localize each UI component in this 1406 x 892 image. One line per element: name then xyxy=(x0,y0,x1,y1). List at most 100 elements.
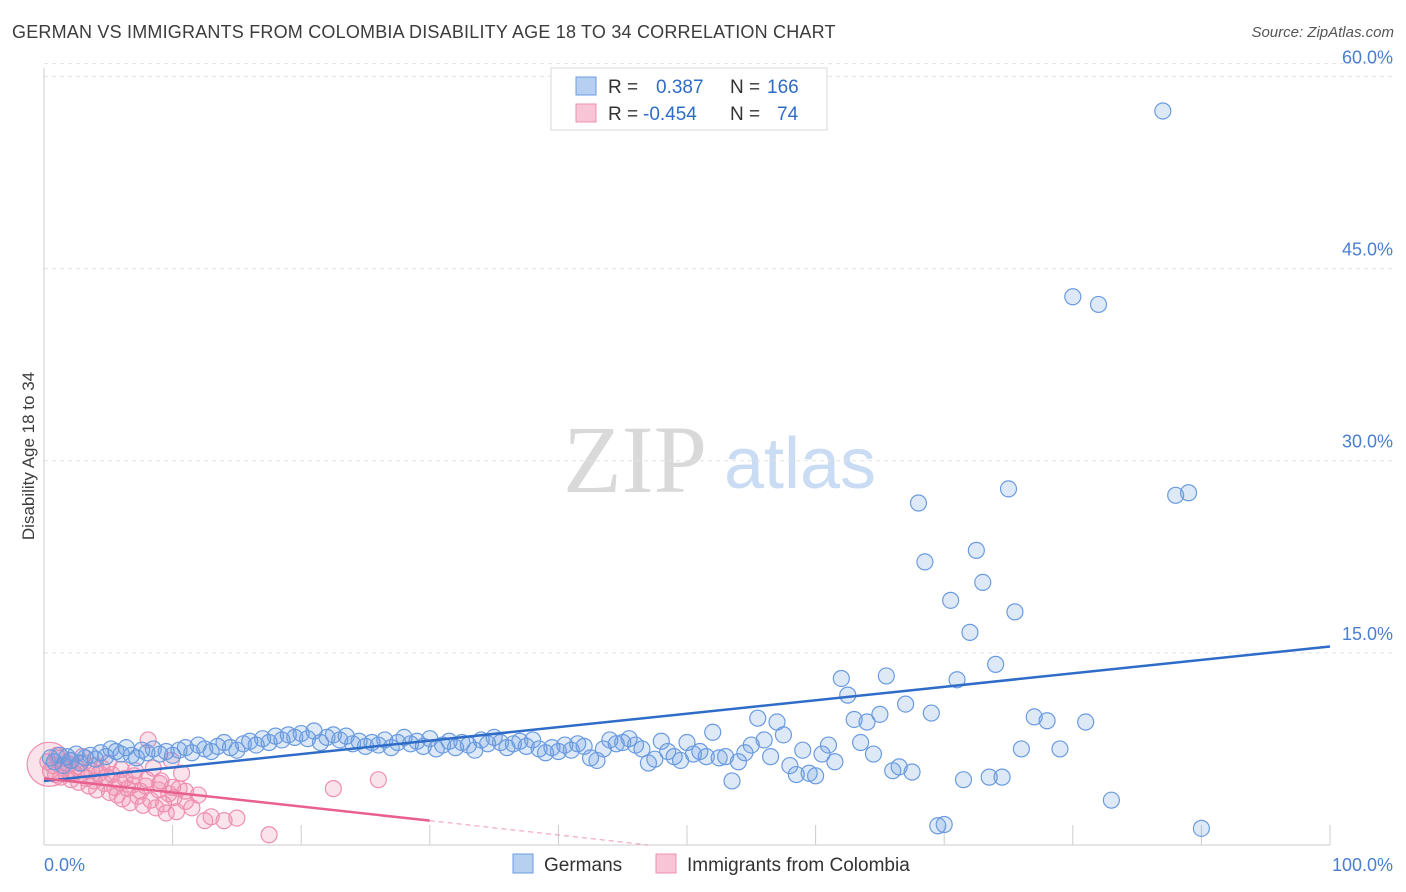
germans-point xyxy=(974,573,992,592)
germans-point xyxy=(980,768,998,786)
colombia-point xyxy=(260,826,278,844)
legend-label-colombia: Immigrants from Colombia xyxy=(687,855,910,876)
x-tick-label-max: 100.0% xyxy=(1332,855,1393,875)
watermark-atlas: atlas xyxy=(724,424,876,504)
trend-lines xyxy=(43,645,1331,846)
germans-point xyxy=(607,735,625,753)
germans-point xyxy=(723,772,741,790)
germans-point xyxy=(845,710,863,729)
colombia-point xyxy=(215,812,233,830)
germans-point xyxy=(1179,484,1198,502)
germans-point xyxy=(755,731,773,749)
germans-point xyxy=(897,695,915,713)
correlation-legend: R = 0.387 N = 166 R = -0.454 N = 74 xyxy=(550,67,828,131)
legend-swatch-germans xyxy=(575,76,597,96)
germans-point xyxy=(929,817,947,835)
germans-point xyxy=(922,704,940,722)
germans-point xyxy=(228,741,246,759)
legend-r-value-germans: 0.387 xyxy=(656,77,704,98)
germans-point xyxy=(877,667,895,685)
colombia-point xyxy=(324,780,342,798)
colombia-trend-line xyxy=(43,777,430,822)
germans-point xyxy=(697,748,715,766)
series-legend: Germans Immigrants from Colombia xyxy=(512,853,910,876)
germans-point xyxy=(260,733,278,752)
germans-point xyxy=(395,728,413,747)
germans-point xyxy=(774,726,793,744)
germans-point xyxy=(852,733,870,752)
germans-point xyxy=(652,732,670,750)
colombia-trend-extension xyxy=(429,820,649,846)
germans-point xyxy=(967,541,985,559)
y-tick-label: 15.0% xyxy=(1342,624,1393,644)
y-tick-label: 30.0% xyxy=(1342,432,1393,452)
colombia-point xyxy=(369,771,387,789)
germans-point xyxy=(1102,791,1120,809)
germans-point xyxy=(987,655,1005,673)
germans-point xyxy=(1077,713,1095,731)
legend-swatch-germans-bottom xyxy=(512,853,534,874)
legend-swatch-colombia xyxy=(575,103,597,123)
germans-point xyxy=(620,730,638,748)
germans-point xyxy=(594,740,613,758)
germans-point xyxy=(562,741,580,759)
germans-point xyxy=(909,494,928,512)
germans-point xyxy=(1154,102,1172,120)
germans-point xyxy=(999,480,1018,498)
germans-point xyxy=(806,767,825,785)
germans-point xyxy=(961,623,979,641)
germans-point xyxy=(67,745,85,763)
germans-point xyxy=(813,745,831,763)
germans-point xyxy=(524,731,542,749)
germans-point xyxy=(517,737,535,755)
germans-point xyxy=(954,771,973,789)
legend-label-germans: Germans xyxy=(544,855,622,876)
germans-point xyxy=(729,753,748,771)
legend-n-value-germans: 166 xyxy=(767,77,799,98)
germans-point xyxy=(1089,295,1108,314)
legend-r-value-colombia: -0.454 xyxy=(643,104,697,125)
grid-lines xyxy=(44,63,1392,654)
legend-swatch-colombia-bottom xyxy=(655,853,677,874)
watermark: ZIP atlas xyxy=(563,406,876,513)
watermark-zip: ZIP xyxy=(563,406,707,513)
legend-r-label-germans: R = xyxy=(608,77,638,98)
germans-point xyxy=(903,763,921,781)
germans-point xyxy=(549,742,568,761)
germans-point xyxy=(864,745,883,763)
source-label: Source: ZipAtlas.com xyxy=(1251,24,1394,41)
colombia-point xyxy=(139,731,157,749)
colombia-point xyxy=(173,764,191,782)
colombia-point xyxy=(147,799,165,817)
y-axis-label: Disability Age 18 to 34 xyxy=(19,372,38,540)
germans-point xyxy=(826,753,844,771)
colombia-points xyxy=(26,731,387,844)
germans-point xyxy=(761,748,780,766)
colombia-point xyxy=(176,782,195,800)
germans-point xyxy=(942,591,960,609)
legend-n-value-colombia: 74 xyxy=(777,104,799,125)
x-tick-labels: 0.0% 100.0% xyxy=(44,855,1393,875)
colombia-point xyxy=(138,771,156,789)
legend-n-label-colombia: N = xyxy=(730,104,760,125)
germans-point xyxy=(832,669,850,688)
germans-trend-line xyxy=(43,645,1331,783)
germans-point xyxy=(858,713,876,731)
germans-point xyxy=(993,768,1011,786)
germans-point xyxy=(1064,288,1082,306)
legend-r-label-colombia: R = xyxy=(608,104,638,125)
germans-point xyxy=(935,815,953,834)
germans-point xyxy=(1192,819,1211,837)
germans-point xyxy=(1038,712,1056,730)
germans-point xyxy=(633,740,651,758)
y-tick-label: 45.0% xyxy=(1342,240,1393,260)
colombia-point xyxy=(228,809,246,827)
germans-point xyxy=(787,765,805,784)
chart-title: GERMAN VS IMMIGRANTS FROM COLOMBIA DISAB… xyxy=(12,22,836,42)
germans-point xyxy=(749,709,767,727)
germans-point xyxy=(716,748,735,766)
germans-point xyxy=(871,705,889,723)
y-tick-label: 60.0% xyxy=(1342,47,1393,67)
legend-n-label-germans: N = xyxy=(730,77,760,98)
